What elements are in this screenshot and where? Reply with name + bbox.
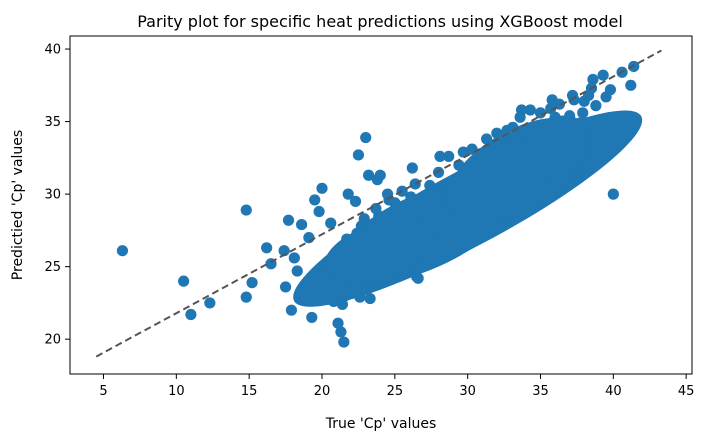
scatter-point xyxy=(546,94,558,106)
scatter-point xyxy=(285,304,298,316)
x-tick-label: 20 xyxy=(314,384,331,399)
scatter-point xyxy=(309,194,321,206)
scatter-point xyxy=(296,218,308,231)
scatter-point xyxy=(625,79,637,91)
scatter-point xyxy=(279,281,292,293)
scatter-point xyxy=(178,275,190,287)
parity-line xyxy=(95,49,662,358)
scatter-point xyxy=(443,150,455,163)
scatter-point xyxy=(240,204,252,216)
scatter-point xyxy=(303,232,315,244)
scatter-point xyxy=(566,89,579,102)
scatter-point xyxy=(291,265,303,277)
scatter-point xyxy=(278,245,290,257)
scatter-point xyxy=(316,182,328,194)
point-cluster xyxy=(519,115,591,180)
scatter-point xyxy=(434,150,446,163)
scatter-point xyxy=(246,277,258,289)
x-tick-label: 30 xyxy=(459,384,476,399)
scatter-point xyxy=(383,194,395,206)
scatter-point xyxy=(313,205,325,218)
scatter-point xyxy=(409,178,421,190)
point-cluster xyxy=(324,218,437,283)
y-tick-label: 20 xyxy=(44,333,61,348)
scatter-point xyxy=(590,100,602,112)
scatter-point xyxy=(577,107,589,119)
y-tick-label: 35 xyxy=(44,115,61,130)
y-tick-label: 25 xyxy=(44,260,61,275)
scatter-point xyxy=(352,149,365,161)
x-tick-label: 10 xyxy=(168,384,185,399)
scatter-point xyxy=(332,317,344,329)
scatter-point xyxy=(587,73,599,86)
scatter-point xyxy=(370,203,382,215)
scatter-point xyxy=(600,91,612,103)
y-axis-ticks: 20 25 30 35 40 xyxy=(44,43,70,348)
scatter-point xyxy=(374,169,386,181)
scatter-point xyxy=(306,311,318,324)
scatter-point xyxy=(335,326,347,338)
scatter-point xyxy=(597,69,609,81)
scatter-point xyxy=(116,245,129,257)
scatter-point xyxy=(515,104,528,116)
scatter-point xyxy=(342,188,354,200)
scatter-point xyxy=(406,162,418,174)
x-axis-ticks: 5 10 15 20 25 30 35 40 45 xyxy=(99,374,694,399)
scatter-point xyxy=(282,214,295,226)
x-tick-label: 45 xyxy=(678,384,695,399)
x-tick-label: 15 xyxy=(241,384,258,399)
scatter-point xyxy=(261,242,273,254)
scatter-point xyxy=(325,217,337,229)
x-tick-label: 35 xyxy=(532,384,549,399)
scatter-point xyxy=(360,131,372,144)
scatter-point xyxy=(457,146,469,158)
y-axis-label: Predictied 'Cp' values xyxy=(10,130,26,280)
x-axis-label: True 'Cp' values xyxy=(325,416,437,432)
scatter-point xyxy=(524,104,536,116)
y-tick-label: 40 xyxy=(44,43,61,58)
scatter-point xyxy=(545,102,557,115)
dense-point-cluster xyxy=(293,110,643,307)
scatter-point xyxy=(240,291,252,303)
scatter-point xyxy=(204,297,216,309)
scatter-point xyxy=(364,292,376,305)
scatter-point xyxy=(185,308,197,321)
scatter-point xyxy=(288,252,300,264)
scatter-point xyxy=(607,188,619,200)
scatter-point xyxy=(534,107,547,119)
scatter-point xyxy=(363,169,375,181)
chart-title: Parity plot for specific heat prediction… xyxy=(137,12,623,31)
x-tick-label: 40 xyxy=(605,384,622,399)
scatter-point xyxy=(338,336,350,348)
scatter-point xyxy=(349,195,362,207)
y-tick-label: 30 xyxy=(44,188,61,203)
plot-frame xyxy=(69,35,693,375)
x-tick-label: 5 xyxy=(99,384,107,399)
scatter-point xyxy=(432,166,445,178)
x-tick-label: 25 xyxy=(387,384,404,399)
